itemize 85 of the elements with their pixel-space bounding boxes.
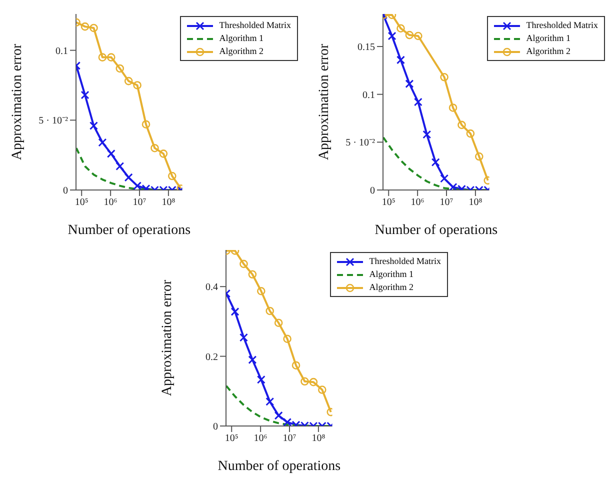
y-tick-label: 0 [63, 186, 68, 197]
y-tick-label: 0.1 [56, 46, 68, 57]
legend-label: Algorithm 1 [219, 32, 264, 45]
y-tick-label: 0 [213, 422, 218, 433]
x-axis-title: Number of operations [374, 223, 498, 238]
y-tick-label: 0.4 [206, 282, 218, 294]
x-axis-title: Number of operations [218, 459, 341, 474]
x-tick-label: 10⁵ [74, 197, 88, 208]
x-tick-label: 10⁸ [162, 197, 176, 208]
point [89, 121, 98, 130]
point [239, 333, 248, 342]
point [98, 138, 107, 147]
x-tick-label: 10⁸ [312, 433, 326, 444]
y-tick-label: 0.2 [206, 352, 218, 363]
x-axis-title: Number of operations [68, 223, 191, 238]
point [414, 32, 422, 40]
y-tick-label: 5 · 10⁻² [38, 116, 68, 127]
y-tick-label: 0 [370, 186, 375, 197]
point [274, 411, 283, 420]
y-tick-label: 0.1 [362, 90, 375, 101]
legend-label: Thresholded Matrix [219, 19, 291, 32]
legend-label: Algorithm 2 [369, 281, 414, 294]
point [98, 53, 107, 62]
x-tick-label: 10⁵ [224, 433, 238, 444]
point [90, 24, 98, 32]
point [248, 270, 257, 279]
x-tick-label: 10⁶ [254, 433, 268, 444]
point [107, 53, 116, 62]
legend-label: Thresholded Matrix [526, 19, 598, 32]
point [256, 375, 266, 384]
point [300, 377, 309, 386]
point [396, 24, 405, 32]
point [116, 64, 124, 73]
point [396, 56, 405, 64]
point [257, 286, 266, 296]
y-axis-title: Approximation error [316, 44, 332, 160]
point [292, 361, 300, 370]
point [240, 260, 248, 268]
point [466, 129, 475, 138]
point [448, 104, 458, 112]
point [116, 162, 124, 171]
x-tick-label: 10⁶ [410, 197, 425, 208]
point [274, 318, 283, 327]
point [475, 152, 484, 161]
x-tick-label: 10⁵ [382, 197, 396, 208]
point [266, 397, 274, 406]
point [458, 120, 466, 130]
point [124, 76, 133, 86]
legend-label: Thresholded Matrix [369, 255, 441, 268]
point [150, 144, 159, 152]
y-axis-title: Approximation error [10, 44, 25, 160]
point [431, 158, 440, 167]
point [124, 173, 133, 182]
point [405, 30, 414, 40]
x-tick-label: 10⁷ [132, 197, 147, 208]
x-tick-label: 10⁷ [440, 197, 454, 208]
point [106, 149, 116, 158]
point [440, 72, 448, 82]
point [80, 22, 90, 31]
legend-label: Algorithm 2 [526, 45, 571, 58]
point [80, 90, 90, 100]
point [283, 334, 292, 344]
x-tick-label: 10⁶ [104, 197, 118, 208]
point [309, 378, 318, 386]
point [230, 307, 240, 316]
point [266, 306, 274, 316]
legend-label: Algorithm 1 [369, 268, 414, 281]
y-tick-label: 0.15 [358, 42, 375, 54]
point [318, 386, 326, 394]
point [248, 356, 257, 364]
legend-label: Algorithm 2 [219, 45, 264, 58]
point [142, 120, 150, 128]
x-tick-label: 10⁷ [282, 433, 297, 444]
y-axis-title: Approximation error [160, 280, 175, 396]
point [422, 130, 432, 139]
point [159, 150, 168, 158]
x-tick-label: 10⁸ [468, 197, 483, 208]
point [440, 174, 449, 183]
point [405, 80, 414, 88]
point [168, 172, 176, 180]
legend-label: Algorithm 1 [526, 32, 571, 45]
point [414, 98, 422, 106]
point [133, 81, 142, 90]
y-tick-label: 5 · 10⁻² [346, 138, 375, 149]
point [388, 32, 396, 40]
